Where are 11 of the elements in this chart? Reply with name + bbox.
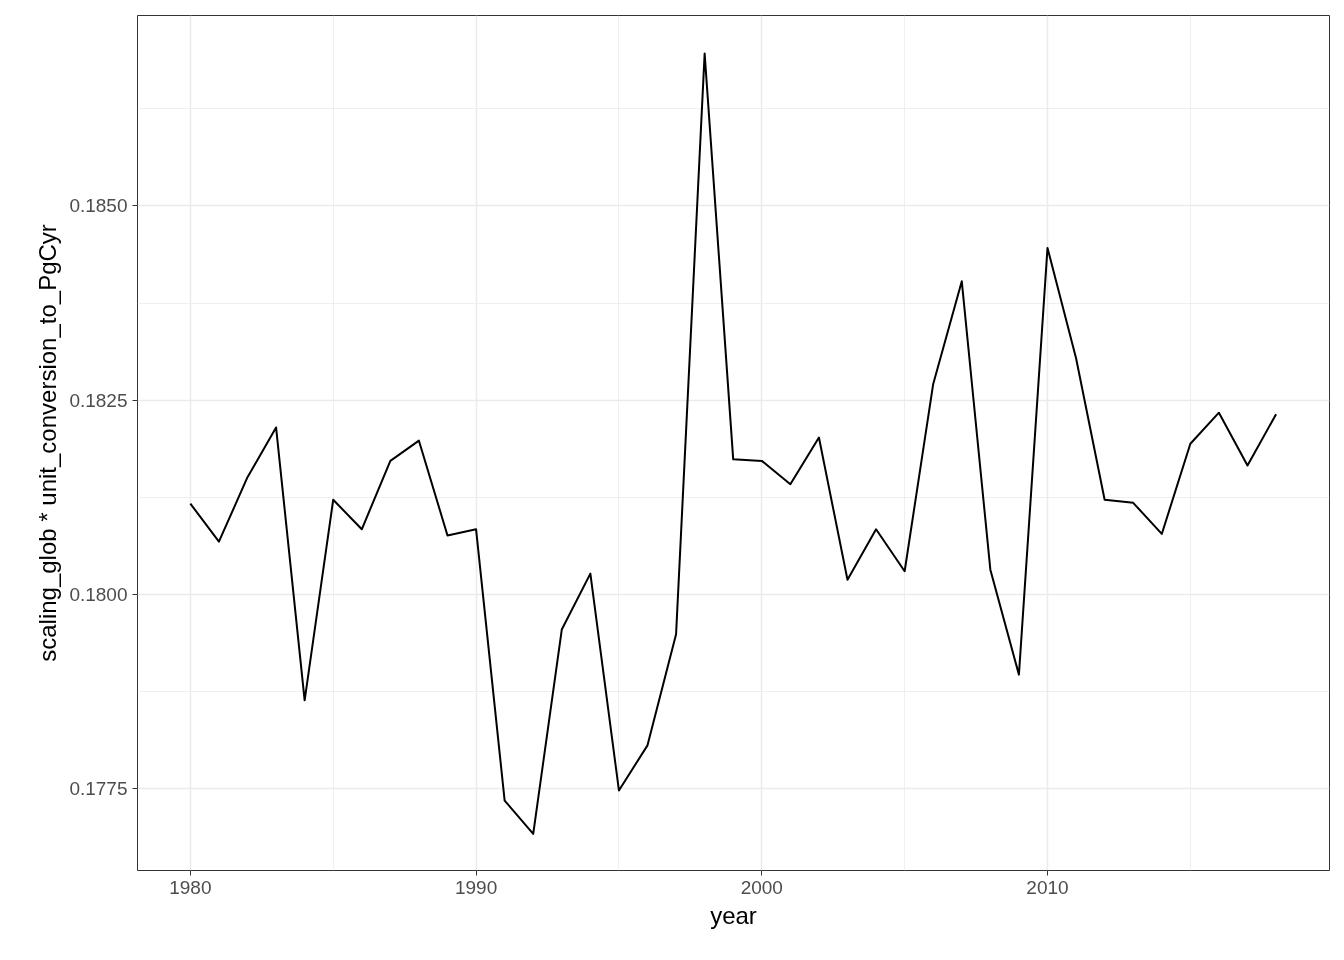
- y-tick-label: 0.1775: [69, 778, 128, 800]
- x-tick-label: 1990: [454, 876, 498, 898]
- x-axis-title: year: [710, 901, 757, 929]
- x-tick-label: 2000: [740, 876, 783, 898]
- y-tick-label: 0.1800: [69, 584, 128, 606]
- x-tick-label: 2010: [1026, 876, 1069, 898]
- line-series: [189, 52, 1278, 835]
- x-tick-label: 1980: [169, 876, 212, 898]
- y-tick-label: 0.1825: [69, 389, 128, 411]
- y-axis-title: scaling_glob * unit_conversion_to_PgCyr: [34, 224, 62, 662]
- y-tick-label: 0.1850: [69, 195, 128, 217]
